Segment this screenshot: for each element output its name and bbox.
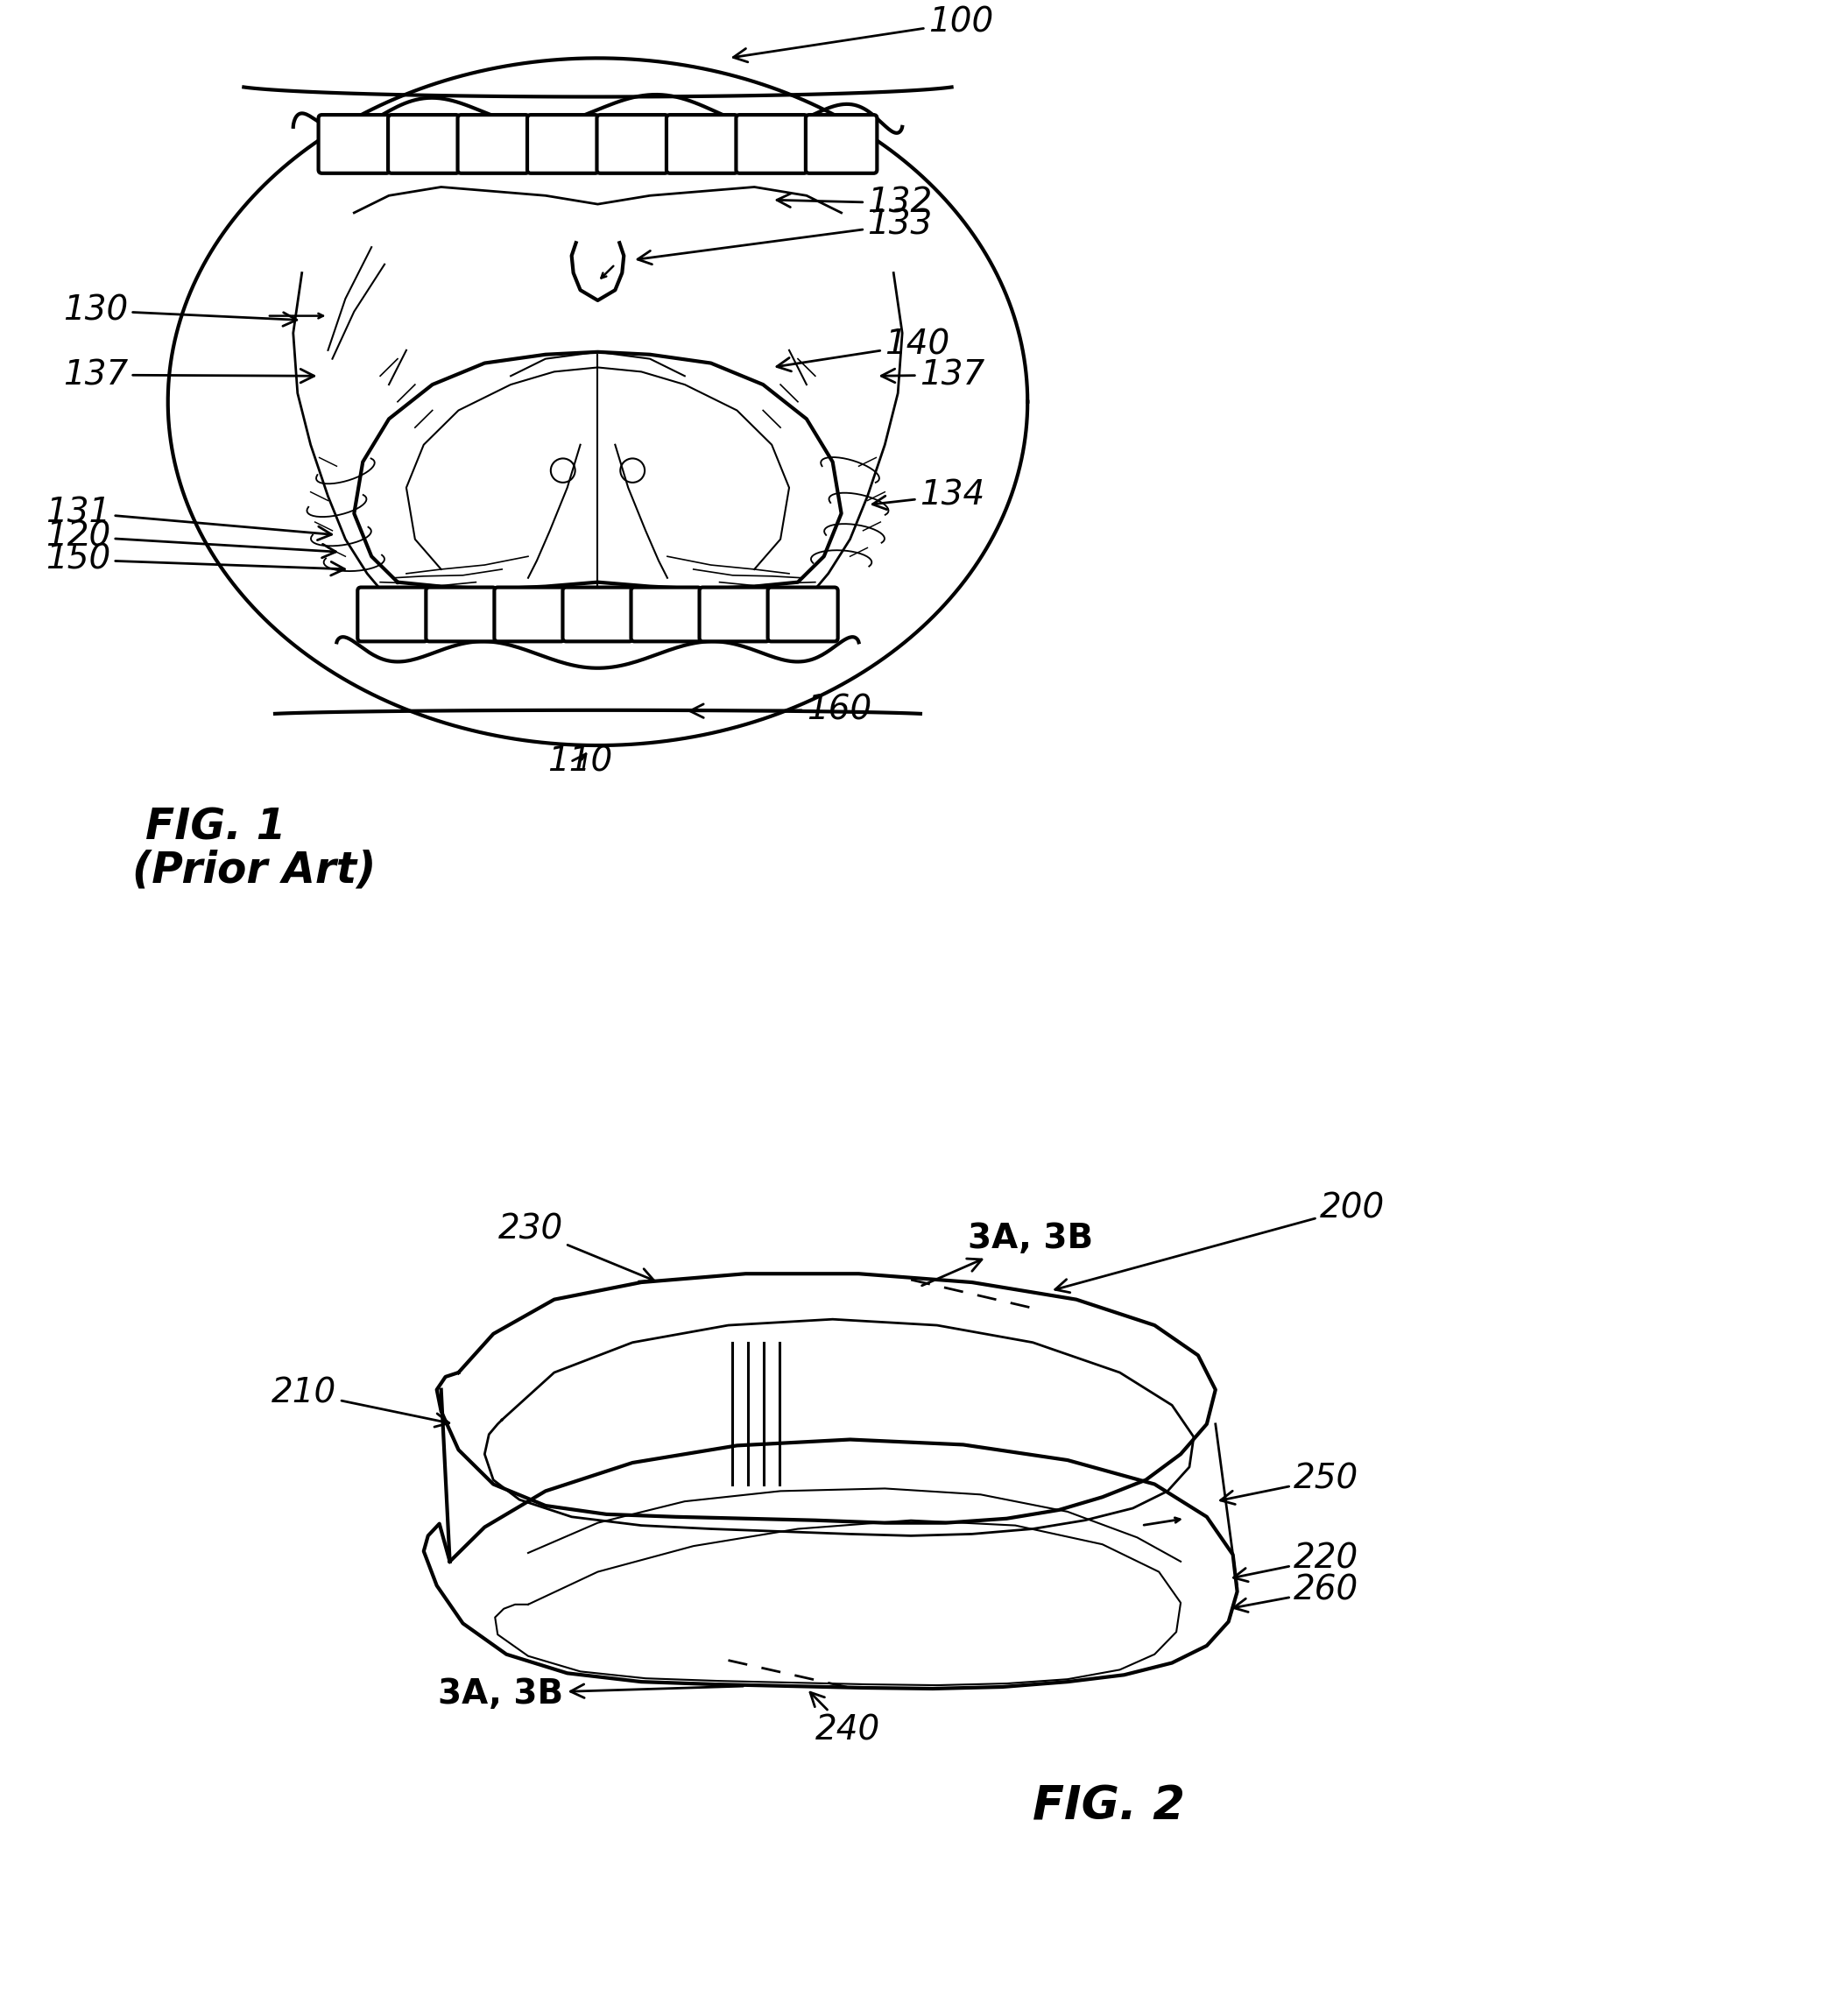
Text: (Prior Art): (Prior Art) <box>133 850 375 892</box>
FancyBboxPatch shape <box>767 587 837 641</box>
FancyBboxPatch shape <box>736 114 808 172</box>
FancyBboxPatch shape <box>699 587 769 641</box>
FancyBboxPatch shape <box>425 587 495 641</box>
FancyBboxPatch shape <box>388 114 460 172</box>
FancyBboxPatch shape <box>630 587 700 641</box>
Text: 134: 134 <box>872 479 985 511</box>
Text: 150: 150 <box>46 543 344 577</box>
Text: 110: 110 <box>547 745 614 778</box>
Text: 160: 160 <box>689 693 872 727</box>
Text: 240: 240 <box>809 1691 880 1747</box>
FancyBboxPatch shape <box>597 114 669 172</box>
Text: FIG. 2: FIG. 2 <box>1033 1784 1185 1830</box>
FancyBboxPatch shape <box>359 587 427 641</box>
FancyBboxPatch shape <box>527 114 599 172</box>
Text: FIG. 1: FIG. 1 <box>146 806 286 848</box>
Text: 260: 260 <box>1234 1573 1358 1611</box>
Text: 200: 200 <box>1055 1192 1384 1293</box>
Text: 230: 230 <box>497 1212 654 1281</box>
Text: 131: 131 <box>46 495 331 539</box>
Text: 137: 137 <box>63 359 314 391</box>
FancyBboxPatch shape <box>458 114 529 172</box>
Text: 120: 120 <box>46 519 336 557</box>
Text: 137: 137 <box>881 359 985 391</box>
Text: 3A, 3B: 3A, 3B <box>438 1677 743 1709</box>
Text: 250: 250 <box>1220 1463 1358 1505</box>
Text: 3A, 3B: 3A, 3B <box>922 1222 1092 1287</box>
Text: 132: 132 <box>776 186 933 220</box>
Text: 100: 100 <box>734 6 994 62</box>
FancyBboxPatch shape <box>493 587 564 641</box>
Text: 133: 133 <box>638 208 933 265</box>
FancyBboxPatch shape <box>667 114 737 172</box>
Text: 140: 140 <box>776 329 950 371</box>
FancyBboxPatch shape <box>806 114 878 172</box>
FancyBboxPatch shape <box>562 587 632 641</box>
FancyBboxPatch shape <box>318 114 390 172</box>
Text: 220: 220 <box>1234 1543 1358 1581</box>
Text: 130: 130 <box>63 295 298 327</box>
Text: 210: 210 <box>272 1377 449 1427</box>
